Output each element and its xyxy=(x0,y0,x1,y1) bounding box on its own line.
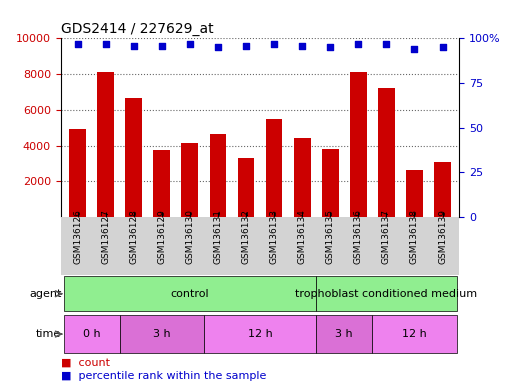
Bar xyxy=(406,170,423,217)
Bar xyxy=(372,315,457,353)
Text: 12 h: 12 h xyxy=(402,329,427,339)
Bar xyxy=(316,315,372,353)
Bar xyxy=(125,98,142,217)
Bar xyxy=(434,162,451,217)
Text: control: control xyxy=(171,289,209,299)
Text: trophoblast conditioned medium: trophoblast conditioned medium xyxy=(295,289,477,299)
Point xyxy=(298,43,306,49)
Bar xyxy=(210,134,227,217)
Bar xyxy=(294,138,310,217)
Point xyxy=(101,41,110,47)
Text: 3 h: 3 h xyxy=(335,329,353,339)
Bar xyxy=(322,149,338,217)
Point xyxy=(410,46,419,52)
Point xyxy=(129,43,138,49)
Bar xyxy=(69,129,86,217)
Bar xyxy=(204,315,316,353)
Bar xyxy=(378,88,395,217)
Text: 3 h: 3 h xyxy=(153,329,171,339)
Bar xyxy=(238,158,254,217)
Point xyxy=(326,44,334,50)
Bar xyxy=(153,150,170,217)
Text: time: time xyxy=(36,329,61,339)
Bar xyxy=(350,72,367,217)
Bar xyxy=(63,276,316,311)
Bar xyxy=(63,315,120,353)
Point xyxy=(438,44,447,50)
Bar xyxy=(120,315,204,353)
Point xyxy=(214,44,222,50)
Text: 0 h: 0 h xyxy=(83,329,100,339)
Point xyxy=(73,41,82,47)
Bar xyxy=(97,72,114,217)
Bar xyxy=(182,143,199,217)
Text: agent: agent xyxy=(29,289,61,299)
Text: ■  percentile rank within the sample: ■ percentile rank within the sample xyxy=(61,371,266,381)
Text: ■  count: ■ count xyxy=(61,358,110,368)
Point xyxy=(186,41,194,47)
Point xyxy=(382,41,391,47)
Text: GDS2414 / 227629_at: GDS2414 / 227629_at xyxy=(61,22,213,36)
Bar xyxy=(266,119,282,217)
Point xyxy=(354,41,363,47)
Text: 12 h: 12 h xyxy=(248,329,272,339)
Point xyxy=(242,43,250,49)
Point xyxy=(270,41,278,47)
Point xyxy=(157,43,166,49)
Bar xyxy=(316,276,457,311)
